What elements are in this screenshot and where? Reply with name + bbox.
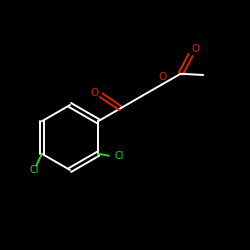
Text: O: O <box>192 44 200 54</box>
Text: Cl: Cl <box>30 165 39 175</box>
Text: Cl: Cl <box>115 151 124 161</box>
Text: O: O <box>158 72 166 82</box>
Text: O: O <box>90 88 98 98</box>
